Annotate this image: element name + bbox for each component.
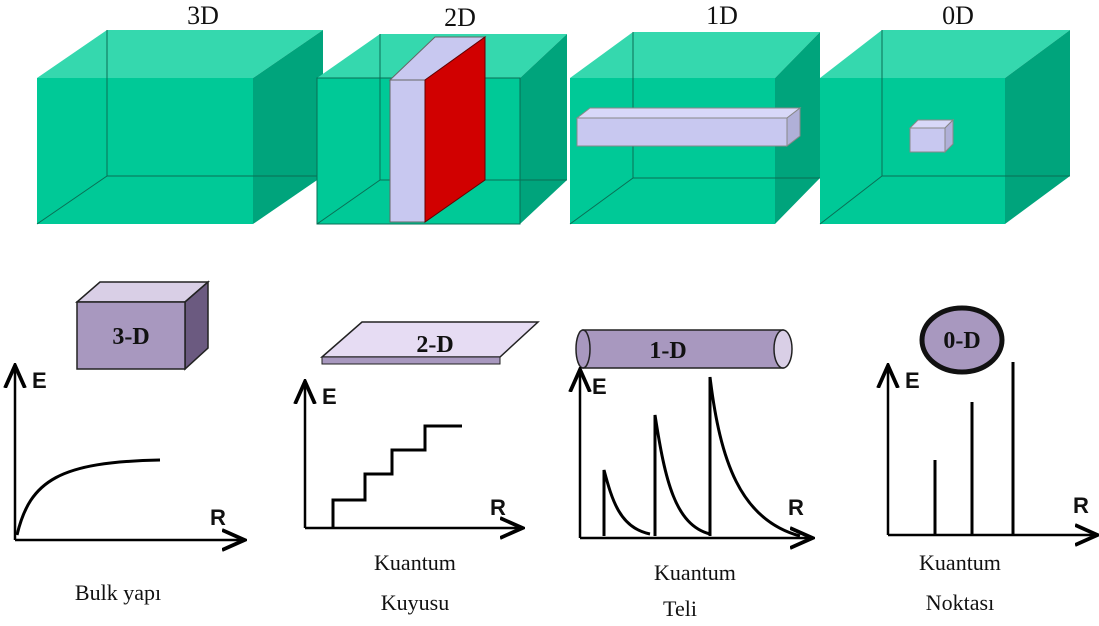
cube-0d [820,30,1070,224]
caption: Kuyusu [381,590,449,615]
panel-wire: 1-D E R Kuantum Teli [576,330,810,621]
diagram: 3D 2D 1D 0D 3-D E R Bulk yapı 2-D E R Ku… [0,0,1099,626]
axis-label: R [788,495,804,520]
axis-label: E [32,368,47,393]
cube-label: 0D [942,1,974,30]
shape-label: 0-D [943,328,980,354]
caption: Kuantum [374,550,456,575]
axis-label: R [490,495,506,520]
caption: Bulk yapı [75,580,161,605]
panel-dot: 0-D E R Kuantum Noktası [888,308,1095,615]
shape-label: 2-D [416,332,453,358]
shape-label: 3-D [112,324,149,350]
cube-label: 3D [187,1,219,30]
panel-well: 2-D E R Kuantum Kuyusu [305,322,538,615]
cube-3d [37,30,323,224]
axis-label: E [592,374,607,399]
caption: Kuantum [654,560,736,585]
caption: Noktası [926,590,994,615]
axis-label: E [322,384,337,409]
panel-bulk: 3-D E R Bulk yapı [15,282,242,605]
cube-label: 1D [706,1,738,30]
cube-2d [317,34,567,224]
cube-label: 2D [444,3,476,32]
caption: Teli [663,596,697,621]
cube-1d [570,32,820,224]
shape-label: 1-D [649,338,686,364]
caption: Kuantum [919,550,1001,575]
axis-label: E [905,368,920,393]
axis-label: R [1073,493,1089,518]
axis-label: R [210,505,226,530]
